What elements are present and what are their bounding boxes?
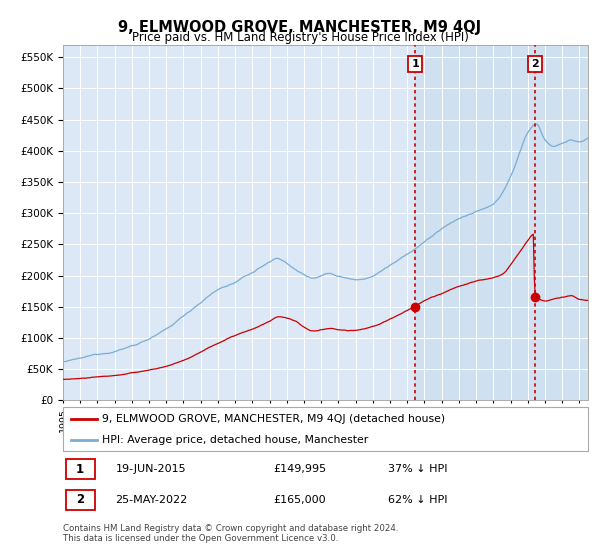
Text: 25-MAY-2022: 25-MAY-2022: [115, 495, 188, 505]
Text: 37% ↓ HPI: 37% ↓ HPI: [389, 464, 448, 474]
Bar: [415, 45, 588, 400]
FancyBboxPatch shape: [65, 459, 95, 479]
FancyBboxPatch shape: [65, 489, 95, 510]
Text: Price paid vs. HM Land Registry's House Price Index (HPI): Price paid vs. HM Land Registry's House …: [131, 31, 469, 44]
Text: Contains HM Land Registry data © Crown copyright and database right 2024.
This d: Contains HM Land Registry data © Crown c…: [63, 524, 398, 543]
Text: 2: 2: [531, 59, 539, 69]
Text: 19-JUN-2015: 19-JUN-2015: [115, 464, 186, 474]
Text: £149,995: £149,995: [273, 464, 326, 474]
Text: 1: 1: [412, 59, 419, 69]
Text: HPI: Average price, detached house, Manchester: HPI: Average price, detached house, Manc…: [103, 435, 368, 445]
Text: 62% ↓ HPI: 62% ↓ HPI: [389, 495, 448, 505]
Text: 9, ELMWOOD GROVE, MANCHESTER, M9 4QJ: 9, ELMWOOD GROVE, MANCHESTER, M9 4QJ: [118, 20, 482, 35]
Text: 1: 1: [76, 463, 84, 475]
Text: £165,000: £165,000: [273, 495, 326, 505]
Text: 2: 2: [76, 493, 84, 506]
FancyBboxPatch shape: [63, 407, 588, 451]
Text: 9, ELMWOOD GROVE, MANCHESTER, M9 4QJ (detached house): 9, ELMWOOD GROVE, MANCHESTER, M9 4QJ (de…: [103, 414, 445, 424]
